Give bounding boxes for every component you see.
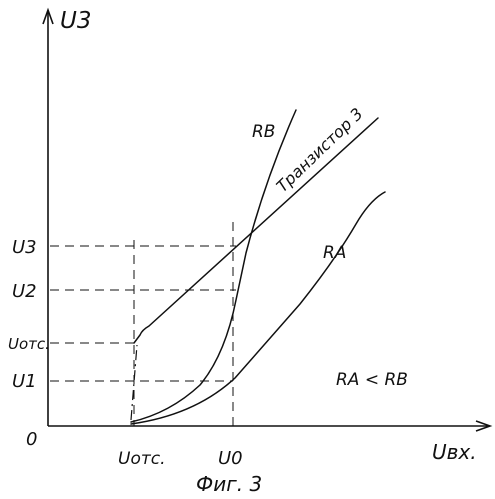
ra-label: RA	[323, 243, 346, 263]
transistor-curve	[134, 118, 378, 343]
y-tick-u3: U3	[12, 237, 37, 258]
y-tick-u2: U2	[12, 281, 37, 302]
axes	[43, 10, 490, 431]
y-tick-u1: U1	[12, 371, 37, 392]
figure-caption: Фиг. 3	[196, 472, 262, 496]
x-axis-label: Uвх.	[432, 440, 477, 464]
y-axis-label: U3	[60, 8, 91, 34]
x-tick-uots: Uотс.	[118, 449, 166, 469]
y-tick-uots: Uотс.	[8, 335, 50, 353]
rb-curve	[131, 110, 296, 422]
relation-label: RA < RB	[336, 370, 408, 390]
transistor-label: Транзистор 3	[273, 104, 367, 196]
reference-lines	[50, 222, 236, 426]
x-tick-u0: U0	[218, 448, 243, 469]
rb-label: RB	[252, 122, 275, 142]
origin-label: 0	[26, 429, 37, 450]
